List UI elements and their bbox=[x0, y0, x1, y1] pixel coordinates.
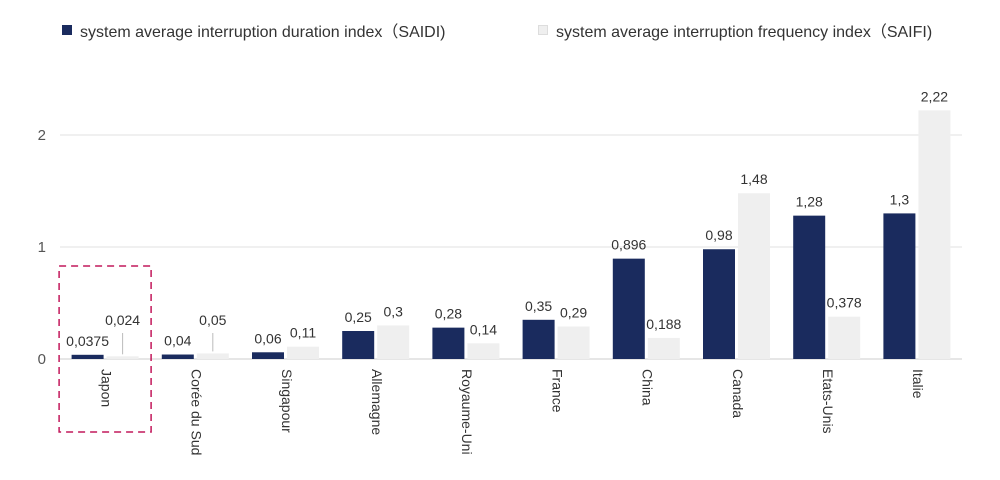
data-label: 1,28 bbox=[796, 194, 823, 210]
legend-label-saifi: system average interruption frequency in… bbox=[556, 24, 933, 41]
legend-label-saidi: system average interruption duration ind… bbox=[80, 24, 446, 41]
legend-swatch-saifi bbox=[538, 25, 548, 35]
legend-item-saidi: system average interruption duration ind… bbox=[62, 18, 446, 42]
bar-saidi bbox=[161, 354, 194, 359]
bar-saifi bbox=[106, 356, 139, 359]
data-label: 0,14 bbox=[470, 321, 497, 337]
category-label: Allemagne bbox=[369, 369, 385, 435]
bar-saifi bbox=[647, 337, 680, 359]
data-label: 0,29 bbox=[560, 305, 587, 321]
bar-saidi bbox=[703, 249, 735, 359]
data-label: 2,22 bbox=[921, 88, 948, 104]
y-tick-label: 0 bbox=[38, 351, 46, 368]
bar-saifi bbox=[467, 343, 500, 359]
data-label: 1,3 bbox=[890, 191, 910, 207]
bar-saidi bbox=[71, 354, 104, 359]
data-label: 1,48 bbox=[740, 171, 767, 187]
category-label: Japon bbox=[98, 369, 114, 407]
category-label: Etats-Unis bbox=[820, 369, 836, 434]
data-label: 0,378 bbox=[827, 295, 862, 311]
bar-saifi bbox=[738, 193, 770, 359]
bar-saidi bbox=[612, 258, 645, 359]
bar-saifi bbox=[828, 316, 861, 359]
data-label: 0,04 bbox=[164, 333, 191, 349]
data-label: 0,11 bbox=[290, 325, 316, 341]
category-label: Italie bbox=[910, 369, 926, 399]
y-tick-label: 1 bbox=[38, 239, 46, 256]
data-label: 0,896 bbox=[611, 237, 646, 253]
category-label: France bbox=[549, 369, 565, 413]
bar-saidi bbox=[793, 215, 826, 359]
data-label: 0,024 bbox=[105, 312, 140, 328]
data-label: 0,35 bbox=[525, 298, 552, 314]
data-label: 0,188 bbox=[646, 316, 681, 332]
bar-saifi bbox=[287, 346, 319, 359]
bar-saidi bbox=[342, 331, 375, 359]
legend-swatch-saidi bbox=[62, 25, 72, 35]
category-label: Singapour bbox=[279, 369, 295, 433]
bar-saidi bbox=[883, 213, 916, 359]
bar-saifi bbox=[557, 326, 590, 359]
data-label: 0,3 bbox=[383, 303, 403, 319]
category-label: Royaume-Uni bbox=[459, 369, 475, 455]
bar-saidi bbox=[522, 319, 555, 359]
data-label: 0,06 bbox=[254, 330, 281, 346]
bar-saidi bbox=[252, 352, 284, 359]
category-label: Corée du Sud bbox=[189, 369, 205, 455]
data-label: 0,98 bbox=[705, 227, 732, 243]
bar-saifi bbox=[918, 110, 951, 359]
highlight-box bbox=[58, 265, 152, 433]
category-label: Canada bbox=[730, 369, 746, 418]
data-label: 0,05 bbox=[199, 312, 226, 328]
bar-saidi bbox=[432, 327, 465, 359]
y-tick-label: 2 bbox=[38, 127, 46, 144]
legend-item-saifi: system average interruption frequency in… bbox=[538, 18, 932, 42]
bar-saifi bbox=[377, 325, 410, 359]
category-label: China bbox=[640, 369, 656, 406]
data-label: 0,28 bbox=[435, 306, 462, 322]
data-label: 0,0375 bbox=[66, 333, 109, 349]
bar-saifi bbox=[196, 353, 229, 359]
data-label: 0,25 bbox=[345, 309, 372, 325]
